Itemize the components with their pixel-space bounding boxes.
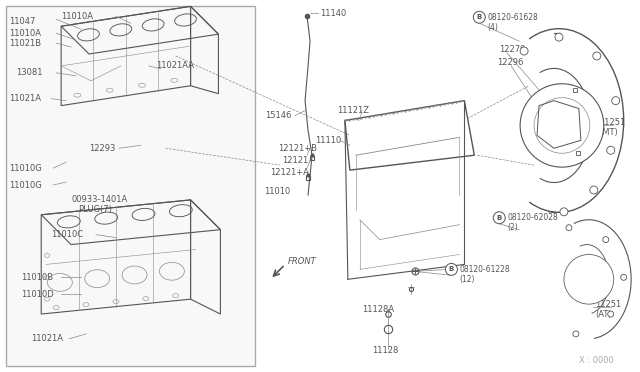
Text: (12): (12) xyxy=(460,275,475,284)
Circle shape xyxy=(445,263,458,275)
Text: 11021AA: 11021AA xyxy=(156,61,194,70)
Text: 00933-1401A: 00933-1401A xyxy=(71,195,127,204)
Text: 11010C: 11010C xyxy=(51,230,83,239)
Text: (MT): (MT) xyxy=(599,128,618,137)
Text: 11010G: 11010G xyxy=(10,164,42,173)
Text: 11010B: 11010B xyxy=(21,273,53,282)
Text: PLUG(7): PLUG(7) xyxy=(78,205,112,214)
Text: 12121: 12121 xyxy=(282,156,308,165)
Text: 11128: 11128 xyxy=(372,346,398,355)
Text: 12293: 12293 xyxy=(89,144,115,153)
Circle shape xyxy=(560,208,568,216)
Circle shape xyxy=(607,146,614,154)
Text: 11140: 11140 xyxy=(320,9,346,18)
Circle shape xyxy=(555,33,563,41)
Text: 11110: 11110 xyxy=(315,136,341,145)
Circle shape xyxy=(564,254,614,304)
Circle shape xyxy=(573,331,579,337)
Text: 12121+B: 12121+B xyxy=(278,144,317,153)
Text: 12296: 12296 xyxy=(497,58,524,67)
Text: 11010A: 11010A xyxy=(10,29,42,38)
Text: 11021A: 11021A xyxy=(31,334,63,343)
Circle shape xyxy=(520,47,528,55)
Text: FRONT: FRONT xyxy=(288,257,317,266)
Text: 08120-62028: 08120-62028 xyxy=(507,213,558,222)
Text: 11010D: 11010D xyxy=(21,290,54,299)
Text: B: B xyxy=(477,14,482,20)
Text: X : 0000: X : 0000 xyxy=(579,356,614,365)
Text: 11021B: 11021B xyxy=(10,39,42,48)
Circle shape xyxy=(520,84,604,167)
Text: (2): (2) xyxy=(507,223,518,232)
Text: 11010: 11010 xyxy=(264,187,291,196)
Text: 12279: 12279 xyxy=(499,45,525,54)
Text: 08120-61228: 08120-61228 xyxy=(460,265,510,274)
Circle shape xyxy=(608,311,614,317)
Circle shape xyxy=(474,11,485,23)
Text: 11251: 11251 xyxy=(595,299,621,309)
Text: B: B xyxy=(497,215,502,221)
Text: (AT): (AT) xyxy=(595,310,611,318)
Text: 11251: 11251 xyxy=(599,118,625,127)
Circle shape xyxy=(593,52,601,60)
Circle shape xyxy=(612,97,620,105)
Text: B: B xyxy=(449,266,454,272)
Text: 11010A: 11010A xyxy=(61,12,93,21)
Circle shape xyxy=(590,186,598,194)
Circle shape xyxy=(493,212,505,224)
Text: 12121+A: 12121+A xyxy=(270,168,309,177)
Text: 15146: 15146 xyxy=(265,111,292,120)
Text: 11128A: 11128A xyxy=(362,305,394,314)
Circle shape xyxy=(621,274,627,280)
Circle shape xyxy=(603,237,609,243)
Text: 11047: 11047 xyxy=(10,17,36,26)
Text: (4): (4) xyxy=(487,23,498,32)
Text: 11021A: 11021A xyxy=(10,94,42,103)
Circle shape xyxy=(566,225,572,231)
Text: 11010G: 11010G xyxy=(10,180,42,189)
Text: 13081: 13081 xyxy=(17,68,43,77)
Text: 11121Z: 11121Z xyxy=(337,106,369,115)
Bar xyxy=(6,6,255,366)
Text: 08120-61628: 08120-61628 xyxy=(487,13,538,22)
